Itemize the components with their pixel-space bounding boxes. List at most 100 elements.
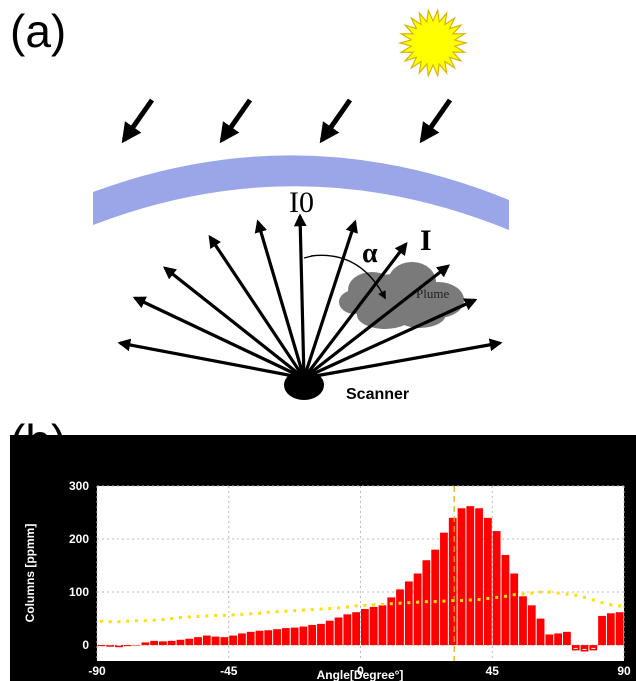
dotted-series-point [582,595,586,599]
scan-ray-arrow [254,219,306,379]
dotted-series-point [126,619,130,623]
sun-icon [397,8,469,78]
column-density-chart: 0 100 200 300 -90 -45 0 45 90 Columns [ppmm] An… [10,435,636,681]
scan-ray-arrow [303,298,478,380]
scan-ray-arrow [302,241,408,379]
bar [141,642,150,646]
scan-direction-arrows [117,213,503,380]
bar [194,637,202,646]
x-tick-label: 90 [617,664,631,678]
bar [396,589,404,646]
dotted-series-point [266,610,270,614]
dotted-series-point [301,608,305,612]
atmosphere-band [93,155,509,230]
dotted-series-point [319,607,323,611]
bar [413,573,422,646]
bar [264,630,273,646]
bar [615,612,624,646]
panel-b-label: (b) [10,415,67,467]
bar [238,633,246,646]
bar [281,628,290,646]
bar [440,532,448,646]
bar [229,635,238,646]
bar [255,630,264,646]
y-tick-label: 100 [69,585,89,599]
bar [115,645,123,648]
bar [123,645,132,647]
dotted-series-point [108,620,112,624]
y-tick-label: 300 [69,479,89,493]
dotted-series-point [293,609,297,613]
bar [343,614,352,646]
scan-ray-arrow [302,219,358,379]
x-tick-label: 45 [486,664,500,678]
dotted-series-point [310,608,314,612]
bar [519,596,527,646]
bar [290,627,299,646]
dotted-series-point [565,592,569,596]
dotted-series-point [600,601,604,605]
bar [563,631,571,646]
panel-a-label: (a) [10,5,67,57]
dotted-series-point [345,605,349,609]
dotted-series-point [451,599,455,603]
scan-ray-arrow [303,338,503,380]
x-axis-label: Angle[Degree°] [317,668,404,681]
dotted-series-point [99,619,103,623]
dotted-series-point [530,591,534,595]
bar [510,573,519,646]
bar [571,645,580,651]
alpha-angle-arc [310,254,386,300]
bar [158,641,167,646]
dotted-series-point [170,617,174,621]
scan-ray-arrow [117,338,305,380]
bar [211,636,220,646]
scanner-icon [284,370,324,400]
bar [589,645,598,651]
dotted-series-point [354,604,358,608]
dotted-series-point [442,599,446,603]
bar [606,613,615,646]
bar [185,638,194,646]
dotted-series-point [187,615,191,619]
y-axis-label: Columns [ppmm] [23,524,37,623]
x-tick-label: -90 [88,664,106,678]
dotted-series-point [503,594,507,598]
bar [325,620,334,646]
dotted-series-point [275,610,279,614]
dotted-series-point [284,609,288,613]
dotted-series-point [117,620,121,624]
bar [431,549,440,646]
dotted-series-point [539,590,543,594]
dotted-series-point [389,602,393,606]
bar [132,645,141,646]
dotted-series-point [372,603,376,607]
dotted-series-point [152,618,156,622]
scanner-label: Scanner [346,386,409,403]
bar [176,639,185,646]
bar [448,517,457,646]
dotted-series-point [521,592,525,596]
bar [598,615,606,646]
i-label: I [420,224,432,257]
dotted-series-point [328,607,332,610]
incoming-arrow [419,98,453,144]
bar [501,554,510,646]
bar [536,618,545,646]
dotted-series-point [135,619,139,623]
plume-label: Plume [416,286,449,301]
dotted-series-point [591,598,595,602]
incoming-arrow [121,98,155,144]
bar [492,531,501,646]
bar [317,623,325,646]
bar [150,640,158,646]
bar [361,609,369,646]
dotted-series-point [257,611,261,615]
dotted-series-point [618,604,622,608]
scan-ray-arrow [132,296,305,380]
y-tick-label: 0 [82,638,89,652]
dotted-series-point [416,600,420,604]
dotted-series-point [222,613,226,617]
bar [466,506,475,646]
scan-ray-arrow [303,264,451,380]
